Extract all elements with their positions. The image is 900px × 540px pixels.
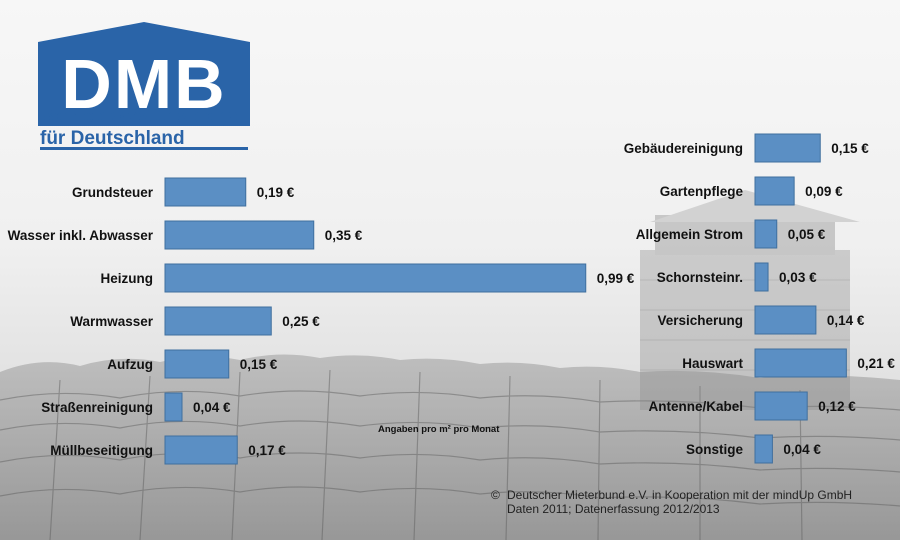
- unit-note: Angaben pro m² pro Monat: [378, 424, 500, 435]
- category-label: Schornsteinr.: [657, 270, 743, 285]
- value-label: 0,19 €: [257, 185, 295, 200]
- bar-1-7: [754, 434, 773, 464]
- category-label: Grundsteuer: [72, 185, 154, 200]
- bar-0-0: [164, 177, 247, 207]
- value-label: 0,99 €: [597, 271, 635, 286]
- bar-0-2: [164, 263, 587, 293]
- dmb-logo: DMB Betriebskostenspiegel für Deutschlan…: [38, 22, 250, 152]
- bar-1-3: [754, 262, 769, 292]
- category-label: Versicherung: [657, 313, 743, 328]
- value-label: 0,35 €: [325, 228, 363, 243]
- value-label: 0,15 €: [831, 141, 869, 156]
- category-label: Müllbeseitigung: [50, 443, 153, 458]
- value-label: 0,04 €: [783, 442, 821, 457]
- category-label: Gartenpflege: [660, 184, 744, 199]
- category-label: Warmwasser: [70, 314, 154, 329]
- category-label: Antenne/Kabel: [648, 399, 743, 414]
- bar-0-5: [164, 392, 183, 422]
- category-label: Wasser inkl. Abwasser: [8, 228, 154, 243]
- category-label: Hauswart: [682, 356, 743, 371]
- category-label: Sonstige: [686, 442, 743, 457]
- logo-subtitle-line1: Betriebskostenspiegel: [40, 106, 243, 127]
- value-label: 0,04 €: [193, 400, 231, 415]
- value-label: 0,03 €: [779, 270, 817, 285]
- logo-subtitle-line2: für Deutschland: [40, 128, 185, 149]
- category-label: Aufzug: [107, 357, 153, 372]
- bar-0-1: [164, 220, 315, 250]
- value-label: 0,09 €: [805, 184, 843, 199]
- bar-1-6: [754, 391, 808, 421]
- category-label: Heizung: [101, 271, 154, 286]
- category-label: Gebäudereinigung: [624, 141, 743, 156]
- bar-1-0: [754, 133, 821, 163]
- bar-0-4: [164, 349, 230, 379]
- bar-1-4: [754, 305, 817, 335]
- bar-1-1: [754, 176, 795, 206]
- copyright-icon: ©: [491, 488, 500, 502]
- bar-1-2: [754, 219, 778, 249]
- value-label: 0,21 €: [857, 356, 895, 371]
- category-label: Straßenreinigung: [41, 400, 153, 415]
- bar-0-3: [164, 306, 272, 336]
- bar-0-6: [164, 435, 238, 465]
- bar-1-5: [754, 348, 847, 378]
- logo-roof-shape: [38, 22, 250, 42]
- value-label: 0,12 €: [818, 399, 856, 414]
- value-label: 0,05 €: [788, 227, 826, 242]
- logo-letters: DMB: [38, 42, 250, 126]
- value-label: 0,25 €: [282, 314, 320, 329]
- logo-underline: [40, 147, 248, 150]
- value-label: 0,17 €: [248, 443, 286, 458]
- category-label: Allgemein Strom: [636, 227, 743, 242]
- value-label: 0,14 €: [827, 313, 865, 328]
- credit-line2: Daten 2011; Datenerfassung 2012/2013: [507, 502, 720, 516]
- value-label: 0,15 €: [240, 357, 278, 372]
- credit-line1: Deutscher Mieterbund e.V. in Kooperation…: [507, 488, 853, 502]
